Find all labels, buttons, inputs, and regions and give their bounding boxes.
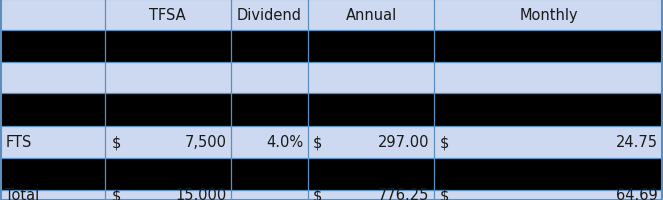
- Text: Annual: Annual: [345, 8, 397, 23]
- Bar: [0, 158, 663, 190]
- Bar: [0, 63, 663, 94]
- Text: FTS: FTS: [5, 135, 32, 149]
- Text: $: $: [440, 188, 449, 200]
- Bar: [0, 31, 663, 63]
- Text: 15,000: 15,000: [176, 188, 227, 200]
- Text: 7,500: 7,500: [185, 135, 227, 149]
- Text: Monthly: Monthly: [520, 8, 578, 23]
- Text: TFSA: TFSA: [149, 8, 186, 23]
- Text: Dividend: Dividend: [237, 8, 302, 23]
- Text: 776.25: 776.25: [379, 188, 430, 200]
- Text: $: $: [111, 188, 121, 200]
- Bar: [0, 0, 663, 31]
- Bar: [0, 126, 663, 158]
- Text: $: $: [111, 135, 121, 149]
- Bar: [0, 190, 663, 200]
- Bar: [0, 94, 663, 126]
- Text: 4.0%: 4.0%: [266, 135, 303, 149]
- Text: $: $: [440, 135, 449, 149]
- Text: Total: Total: [5, 188, 40, 200]
- Text: 297.00: 297.00: [378, 135, 430, 149]
- Text: $: $: [313, 188, 322, 200]
- Text: $: $: [313, 135, 322, 149]
- Text: 64.69: 64.69: [616, 188, 658, 200]
- Text: 24.75: 24.75: [616, 135, 658, 149]
